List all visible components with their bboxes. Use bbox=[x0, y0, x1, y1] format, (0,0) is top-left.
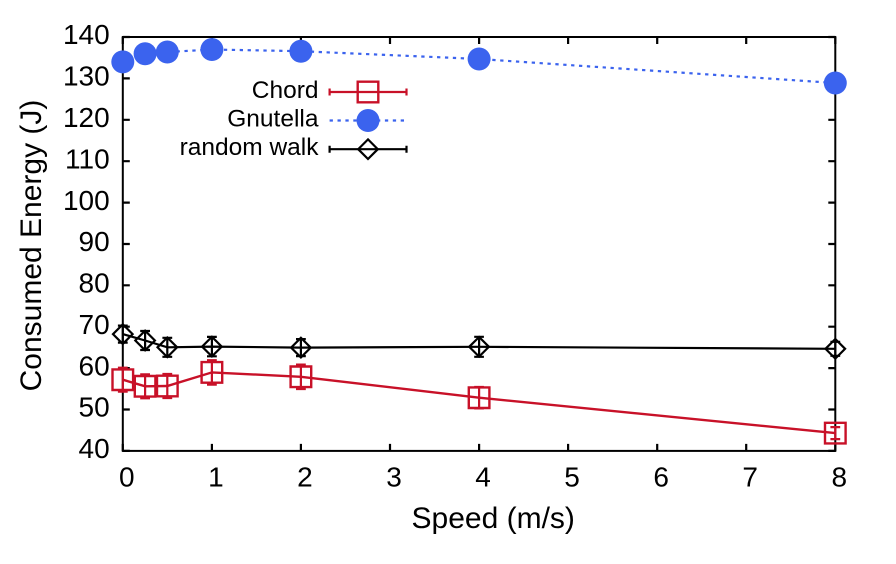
svg-text:3: 3 bbox=[386, 462, 402, 493]
svg-text:8: 8 bbox=[832, 462, 848, 493]
svg-text:Chord: Chord bbox=[252, 77, 319, 104]
svg-text:6: 6 bbox=[653, 462, 669, 493]
svg-text:7: 7 bbox=[742, 462, 758, 493]
svg-text:Speed (m/s): Speed (m/s) bbox=[412, 502, 575, 535]
svg-text:2: 2 bbox=[297, 462, 313, 493]
svg-text:0: 0 bbox=[119, 462, 135, 493]
svg-text:80: 80 bbox=[79, 268, 110, 299]
svg-text:130: 130 bbox=[63, 61, 110, 92]
svg-text:Consumed Energy (J): Consumed Energy (J) bbox=[15, 100, 48, 392]
svg-text:90: 90 bbox=[79, 226, 110, 257]
svg-text:Gnutella: Gnutella bbox=[227, 105, 319, 132]
svg-text:140: 140 bbox=[63, 19, 110, 50]
svg-text:40: 40 bbox=[79, 433, 110, 464]
svg-text:120: 120 bbox=[63, 102, 110, 133]
svg-text:60: 60 bbox=[79, 350, 110, 381]
svg-text:4: 4 bbox=[475, 462, 491, 493]
svg-text:5: 5 bbox=[564, 462, 580, 493]
svg-text:110: 110 bbox=[65, 143, 110, 174]
svg-text:1: 1 bbox=[208, 462, 224, 493]
svg-text:70: 70 bbox=[79, 309, 110, 340]
svg-text:50: 50 bbox=[79, 392, 110, 423]
svg-text:100: 100 bbox=[63, 185, 110, 216]
svg-text:random walk: random walk bbox=[180, 134, 320, 161]
